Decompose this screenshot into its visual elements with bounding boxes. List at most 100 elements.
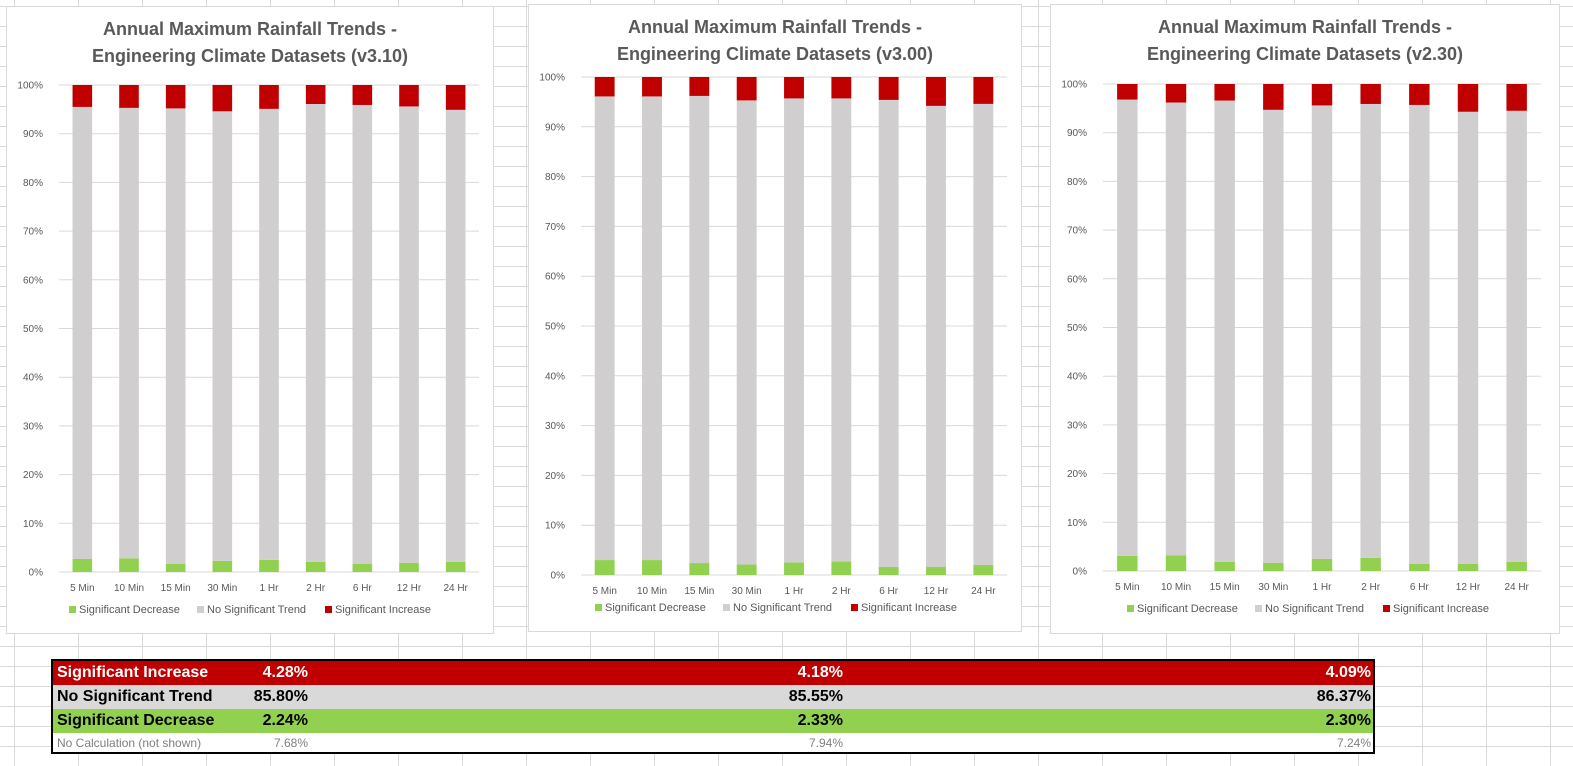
bar-no-trend[interactable] — [165, 108, 186, 564]
bar-increase[interactable] — [259, 85, 279, 109]
bar-no-trend[interactable] — [1409, 104, 1430, 564]
bar-increase[interactable] — [736, 77, 757, 101]
bar-decrease[interactable] — [642, 560, 662, 575]
summary-row-no-trend[interactable]: No Significant Trend 85.80% 85.55% 86.37… — [53, 685, 1373, 709]
bar-decrease[interactable] — [1457, 563, 1479, 571]
bar-decrease[interactable] — [1311, 558, 1333, 571]
bar-increase[interactable] — [784, 77, 804, 99]
bar-no-trend[interactable] — [212, 111, 233, 561]
chart-v300[interactable]: Annual Maximum Rainfall Trends - Engineer… — [528, 4, 1022, 632]
bar-increase[interactable] — [1506, 84, 1527, 111]
chart-v230[interactable]: Annual Maximum Rainfall Trends - Engineer… — [1050, 4, 1560, 634]
bar-increase[interactable] — [689, 77, 710, 96]
bar-no-trend[interactable] — [878, 99, 899, 568]
bar-no-trend[interactable] — [784, 98, 804, 563]
bar-decrease[interactable] — [1263, 562, 1284, 571]
bar-decrease[interactable] — [594, 560, 615, 575]
bar-no-trend[interactable] — [642, 96, 662, 561]
chart-v230-svg: Annual Maximum Rainfall Trends - Engineer… — [1061, 17, 1541, 615]
bar-increase[interactable] — [831, 77, 852, 99]
bar-increase[interactable] — [165, 85, 186, 109]
bar-no-trend[interactable] — [352, 104, 373, 564]
bar-no-trend[interactable] — [445, 109, 466, 562]
summary-value-v230: 2.30% — [1325, 712, 1371, 729]
bar-no-trend[interactable] — [1117, 99, 1138, 556]
summary-value-v310: 85.80% — [253, 688, 308, 705]
bar-increase[interactable] — [594, 77, 615, 97]
bar-increase[interactable] — [119, 85, 139, 108]
bar-increase[interactable] — [399, 85, 419, 107]
bar-increase[interactable] — [352, 85, 373, 105]
bar-no-trend[interactable] — [72, 106, 93, 559]
bar-decrease[interactable] — [784, 562, 804, 575]
bar-decrease[interactable] — [399, 562, 419, 572]
bar-no-trend[interactable] — [1360, 103, 1381, 558]
bar-decrease[interactable] — [259, 559, 279, 572]
bar-increase[interactable] — [1165, 84, 1187, 103]
summary-row-no-calculation[interactable]: No Calculation (not shown) 7.68% 7.94% 7… — [53, 733, 1373, 752]
bar-no-trend[interactable] — [689, 95, 710, 564]
bar-no-trend[interactable] — [1457, 111, 1479, 564]
bar-decrease[interactable] — [1214, 561, 1235, 571]
bar-decrease[interactable] — [445, 561, 466, 572]
bar-decrease[interactable] — [212, 560, 233, 572]
legend-label-no-trend: No Significant Trend — [207, 604, 306, 616]
bar-decrease[interactable] — [1117, 555, 1138, 571]
bar-no-trend[interactable] — [305, 103, 326, 562]
bar-increase[interactable] — [72, 85, 93, 107]
legend-label-decrease: Significant Decrease — [79, 604, 180, 616]
bar-increase[interactable] — [445, 85, 466, 110]
bar-decrease[interactable] — [119, 558, 139, 572]
bar-decrease[interactable] — [305, 561, 326, 572]
bar-increase[interactable] — [212, 85, 233, 112]
bar-increase[interactable] — [1360, 84, 1381, 104]
bar-no-trend[interactable] — [399, 106, 419, 563]
y-tick-label: 40% — [23, 373, 43, 384]
bar-decrease[interactable] — [1360, 557, 1381, 571]
bar-no-trend[interactable] — [1506, 110, 1527, 562]
bar-no-trend[interactable] — [736, 100, 757, 565]
bar-decrease[interactable] — [689, 563, 710, 575]
legend-label-increase: Significant Increase — [1393, 603, 1489, 615]
summary-table: Significant Increase 4.28% 4.18% 4.09% N… — [51, 659, 1375, 754]
y-tick-label: 50% — [23, 324, 43, 335]
bar-increase[interactable] — [1311, 84, 1333, 106]
bar-decrease[interactable] — [1409, 563, 1430, 571]
bar-increase[interactable] — [1263, 84, 1284, 110]
summary-row-increase[interactable]: Significant Increase 4.28% 4.18% 4.09% — [53, 661, 1373, 685]
bar-increase[interactable] — [1214, 84, 1235, 101]
bar-no-trend[interactable] — [1311, 105, 1333, 559]
bar-no-trend[interactable] — [973, 103, 994, 566]
bar-increase[interactable] — [305, 85, 326, 104]
chart-v310[interactable]: Annual Maximum Rainfall Trends - Engineer… — [6, 6, 494, 634]
bar-increase[interactable] — [973, 77, 994, 104]
x-tick-label: 12 Hr — [397, 583, 422, 594]
bar-decrease[interactable] — [926, 567, 946, 575]
summary-label: Significant Decrease — [57, 712, 215, 729]
bar-no-trend[interactable] — [119, 107, 139, 559]
bar-increase[interactable] — [642, 77, 662, 97]
x-tick-label: 1 Hr — [260, 583, 280, 594]
bar-decrease[interactable] — [973, 565, 994, 575]
bar-increase[interactable] — [1457, 84, 1479, 112]
bar-increase[interactable] — [878, 77, 899, 100]
bar-decrease[interactable] — [72, 558, 93, 572]
bar-increase[interactable] — [926, 77, 946, 106]
bar-no-trend[interactable] — [259, 108, 279, 560]
bar-no-trend[interactable] — [594, 96, 615, 561]
bar-no-trend[interactable] — [831, 98, 852, 562]
bar-increase[interactable] — [1409, 84, 1430, 105]
bar-decrease[interactable] — [165, 563, 186, 572]
bar-increase[interactable] — [1117, 84, 1138, 100]
summary-row-decrease[interactable]: Significant Decrease 2.24% 2.33% 2.30% — [53, 709, 1373, 733]
bar-decrease[interactable] — [1506, 561, 1527, 571]
bar-no-trend[interactable] — [1214, 100, 1235, 562]
bar-no-trend[interactable] — [1263, 109, 1284, 563]
bar-decrease[interactable] — [736, 564, 757, 575]
bar-decrease[interactable] — [1165, 555, 1187, 571]
bar-no-trend[interactable] — [1165, 102, 1187, 556]
bar-decrease[interactable] — [878, 567, 899, 575]
bar-decrease[interactable] — [831, 561, 852, 575]
bar-no-trend[interactable] — [926, 105, 946, 568]
bar-decrease[interactable] — [352, 563, 373, 572]
